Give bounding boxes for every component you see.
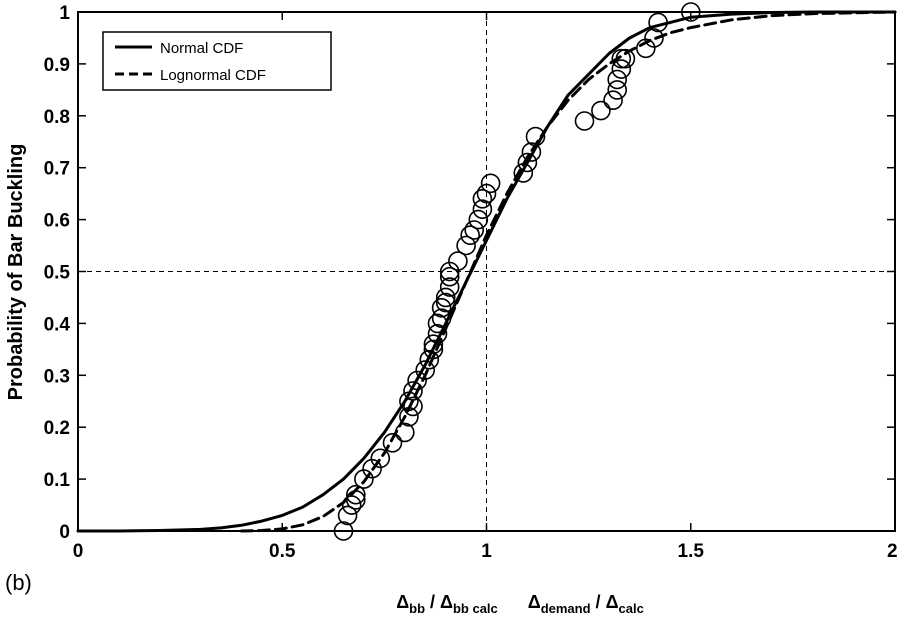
data-point <box>476 183 497 204</box>
x-tick-label: 1 <box>481 541 492 562</box>
data-point <box>345 490 366 510</box>
data-point <box>615 48 636 69</box>
data-point <box>611 48 632 69</box>
data-point <box>607 80 628 100</box>
data-point <box>521 142 542 162</box>
y-tick-label: 0.3 <box>44 366 70 387</box>
x-label-sub-calc: calc <box>619 601 644 616</box>
data-point <box>382 432 403 453</box>
y-tick-label: 0.4 <box>44 314 71 335</box>
data-point <box>431 297 452 318</box>
data-point <box>427 313 448 334</box>
data-point <box>644 28 664 48</box>
data-point <box>574 111 595 131</box>
data-point <box>480 173 501 194</box>
data-point <box>419 349 440 370</box>
x-label-delta: Δ <box>440 592 453 612</box>
data-point <box>464 220 485 240</box>
x-tick-label: 0 <box>73 541 84 562</box>
data-point <box>337 505 358 526</box>
data-point <box>513 163 534 183</box>
data-point <box>394 422 415 443</box>
panel-label: (b) <box>5 570 32 595</box>
x-label-delta: Δ <box>396 592 409 612</box>
data-point <box>423 339 444 360</box>
y-tick-label: 0.1 <box>44 470 71 491</box>
x-label-sub-bb: bb <box>409 601 425 616</box>
x-tick-label: 2 <box>887 541 898 562</box>
x-label-sub-bb-calc: bb calc <box>453 601 498 616</box>
data-point <box>370 448 391 469</box>
data-point <box>648 12 668 33</box>
legend-label-normal: Normal CDF <box>160 40 243 57</box>
data-point <box>415 360 436 380</box>
legend-label-lognormal: Lognormal CDF <box>160 67 266 84</box>
data-point <box>431 308 452 329</box>
x-label-delta: Δ <box>606 592 619 612</box>
data-point <box>403 381 423 401</box>
y-tick-label: 1 <box>59 3 70 24</box>
data-point <box>591 100 611 121</box>
data-point <box>399 391 419 412</box>
data-point <box>448 251 468 271</box>
x-label-sub-demand: demand <box>541 601 591 616</box>
data-point <box>468 209 489 230</box>
x-tick-label: 1.5 <box>678 541 705 562</box>
data-point <box>435 287 456 308</box>
lognormal-cdf-curve <box>239 10 897 533</box>
data-point <box>403 396 423 417</box>
data-point <box>456 235 476 256</box>
legend-box <box>102 31 332 91</box>
y-axis-label: Probability of Bar Buckling <box>5 144 27 401</box>
data-point <box>341 495 362 515</box>
data-point <box>423 334 444 355</box>
data-point <box>460 225 481 245</box>
x-tick-label: 0.5 <box>269 541 296 562</box>
data-point <box>427 323 448 344</box>
x-axis-label: Δbb / Δbb calc Δdemand / Δcalc <box>396 592 644 616</box>
y-tick-label: 0.2 <box>44 418 70 439</box>
data-point <box>517 152 538 173</box>
data-point <box>435 292 456 313</box>
x-label-slash: / <box>425 592 440 612</box>
y-tick-label: 0 <box>59 522 70 543</box>
y-tick-label: 0.9 <box>44 55 70 76</box>
data-point <box>472 199 493 219</box>
data-point <box>607 69 628 90</box>
x-label-delta: Δ <box>528 592 541 612</box>
data-point <box>399 406 419 427</box>
data-point <box>439 266 460 287</box>
data-point <box>345 484 366 505</box>
y-tick-label: 0.6 <box>44 211 70 232</box>
y-tick-label: 0.7 <box>44 159 70 180</box>
y-tick-label: 0.5 <box>44 263 71 284</box>
y-tick-label: 0.8 <box>44 107 70 128</box>
legend: Normal CDF Lognormal CDF <box>102 31 332 91</box>
data-point <box>525 126 546 147</box>
data-point <box>611 59 632 79</box>
x-label-slash: / <box>591 592 606 612</box>
data-point <box>603 90 623 110</box>
data-point <box>472 189 493 209</box>
data-point <box>439 277 460 297</box>
